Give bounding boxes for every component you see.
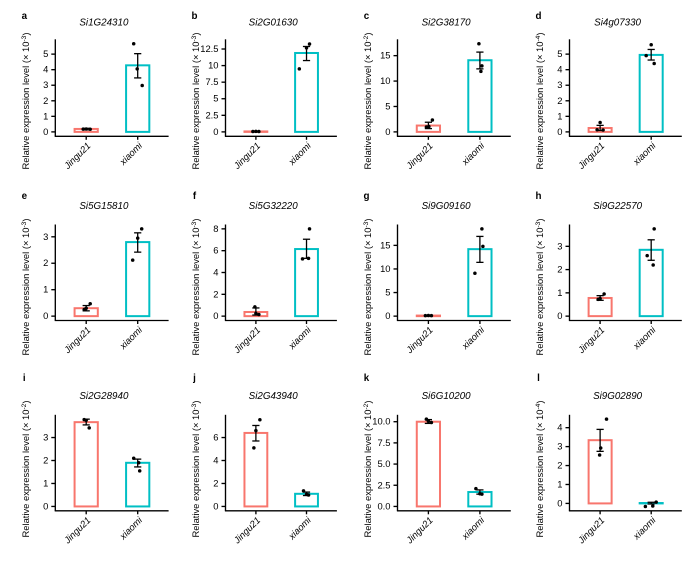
svg-text:0: 0 [385, 310, 390, 321]
svg-text:i: i [23, 373, 26, 384]
svg-text:k: k [364, 373, 370, 384]
svg-text:4: 4 [557, 64, 562, 75]
svg-text:0: 0 [557, 497, 562, 508]
svg-text:Relative expression level (× 1: Relative expression level (× 10-3) [534, 219, 545, 356]
svg-text:0: 0 [557, 310, 562, 321]
svg-text:1: 1 [557, 110, 562, 121]
svg-text:4: 4 [213, 455, 218, 466]
svg-text:0: 0 [43, 500, 48, 511]
svg-text:2: 2 [213, 288, 218, 299]
svg-text:2: 2 [557, 460, 562, 471]
svg-text:2: 2 [43, 95, 48, 106]
svg-text:Si9G02890: Si9G02890 [593, 391, 643, 402]
svg-text:7.5: 7.5 [205, 76, 218, 87]
svg-text:5: 5 [385, 100, 390, 111]
svg-text:l: l [537, 373, 540, 384]
svg-text:3: 3 [557, 240, 562, 251]
svg-text:3: 3 [557, 441, 562, 452]
svg-text:1: 1 [43, 110, 48, 121]
svg-text:10: 10 [208, 60, 218, 71]
svg-text:d: d [536, 11, 542, 22]
svg-text:5: 5 [43, 48, 48, 59]
svg-text:3: 3 [43, 231, 48, 242]
svg-text:1: 1 [43, 284, 48, 295]
svg-text:0: 0 [213, 500, 218, 511]
svg-text:g: g [364, 191, 370, 202]
svg-text:2: 2 [43, 257, 48, 268]
svg-text:Si2G01630: Si2G01630 [249, 18, 299, 29]
svg-text:Si2G38170: Si2G38170 [422, 18, 472, 29]
svg-text:3: 3 [43, 432, 48, 443]
svg-text:Relative expression level (× 1: Relative expression level (× 10-4) [534, 401, 545, 538]
svg-text:b: b [192, 11, 198, 22]
svg-text:0: 0 [213, 126, 218, 137]
svg-text:0: 0 [557, 126, 562, 137]
svg-text:Relative expression level (× 1: Relative expression level (× 10-2) [362, 33, 373, 170]
svg-text:j: j [192, 373, 196, 384]
svg-text:Relative expression level (× 1: Relative expression level (× 10-3) [20, 219, 31, 356]
svg-text:15: 15 [380, 50, 390, 61]
svg-text:e: e [22, 191, 28, 202]
svg-text:Relative expression level (× 1: Relative expression level (× 10-3) [190, 401, 201, 538]
svg-text:Si1G24310: Si1G24310 [79, 18, 129, 29]
svg-text:Si2G28940: Si2G28940 [79, 391, 129, 402]
svg-text:2.5: 2.5 [205, 109, 218, 120]
svg-text:8: 8 [213, 223, 218, 234]
svg-text:15: 15 [380, 239, 390, 250]
svg-text:Si5G15810: Si5G15810 [79, 201, 129, 212]
svg-text:2: 2 [213, 477, 218, 488]
svg-text:0: 0 [43, 310, 48, 321]
svg-text:Si5G32220: Si5G32220 [249, 201, 299, 212]
svg-text:2: 2 [557, 264, 562, 275]
svg-text:Si9G22570: Si9G22570 [593, 201, 643, 212]
svg-text:4: 4 [43, 64, 48, 75]
svg-text:2.5: 2.5 [377, 479, 390, 490]
svg-text:4: 4 [213, 267, 218, 278]
svg-text:7.5: 7.5 [377, 437, 390, 448]
svg-text:10: 10 [380, 75, 390, 86]
svg-text:4: 4 [557, 422, 562, 433]
svg-text:6: 6 [213, 432, 218, 443]
svg-text:h: h [536, 191, 542, 202]
svg-text:1: 1 [43, 477, 48, 488]
svg-text:10: 10 [380, 263, 390, 274]
svg-text:5.0: 5.0 [377, 458, 390, 469]
svg-text:3: 3 [557, 79, 562, 90]
svg-text:Si2G43940: Si2G43940 [249, 391, 299, 402]
svg-text:Relative expression level (× 1: Relative expression level (× 10-3) [190, 219, 201, 356]
svg-text:0: 0 [385, 126, 390, 137]
svg-text:Relative expression level (× 1: Relative expression level (× 10-3) [20, 33, 31, 170]
svg-text:a: a [22, 11, 28, 22]
svg-text:0: 0 [43, 126, 48, 137]
svg-text:Si6G10200: Si6G10200 [422, 391, 472, 402]
svg-text:5: 5 [385, 287, 390, 298]
svg-text:5: 5 [213, 93, 218, 104]
svg-text:Si9G09160: Si9G09160 [422, 201, 472, 212]
svg-text:1: 1 [557, 478, 562, 489]
svg-text:1: 1 [557, 287, 562, 298]
svg-text:0: 0 [213, 310, 218, 321]
svg-text:Si4g07330: Si4g07330 [594, 18, 641, 29]
svg-text:Relative expression level (× 1: Relative expression level (× 10-4) [534, 33, 545, 170]
svg-text:3: 3 [43, 79, 48, 90]
svg-text:2: 2 [557, 95, 562, 106]
svg-text:10.0: 10.0 [372, 416, 390, 427]
svg-text:0.0: 0.0 [377, 500, 390, 511]
svg-text:6: 6 [213, 245, 218, 256]
svg-text:Relative expression level (× 1: Relative expression level (× 10-3) [362, 219, 373, 356]
svg-text:2: 2 [43, 455, 48, 466]
svg-text:c: c [364, 11, 370, 22]
svg-text:12.5: 12.5 [200, 43, 218, 54]
svg-text:Relative expression level (× 1: Relative expression level (× 10-2) [20, 401, 31, 538]
svg-text:5: 5 [557, 48, 562, 59]
